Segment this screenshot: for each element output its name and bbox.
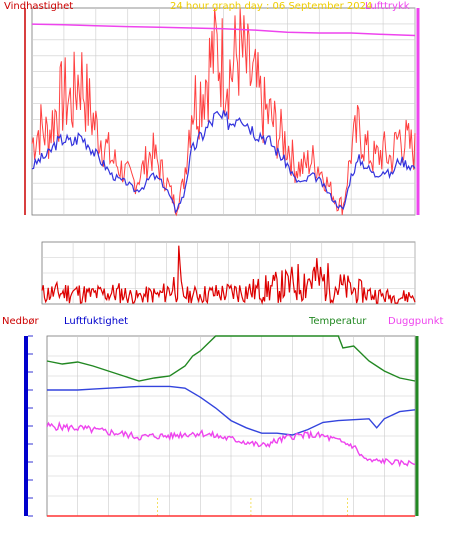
gust-line — [31, 7, 416, 217]
pressure-axis-label: Lufttrykk — [365, 1, 410, 12]
pressure-line — [31, 23, 416, 37]
wind-pressure-panel: Vindhastighet 24 hour graph day : 06 Sep… — [4, 1, 420, 217]
temperature-humidity-panel: Nedbør Luftfuktighet Temperatur Duggpunk… — [2, 316, 444, 517]
wind-axis-label: Vindhastighet — [4, 1, 73, 12]
rain-axis-bar — [24, 336, 28, 516]
wind-direction-panel — [41, 241, 416, 306]
average-wind-line — [31, 110, 416, 214]
rain-axis-label: Nedbør — [2, 316, 39, 327]
dewpoint-line — [46, 420, 416, 468]
temperature-axis-label: Temperatur — [308, 316, 367, 327]
wind-direction-line — [41, 245, 416, 306]
dewpoint-axis-label: Duggpunkt — [388, 316, 444, 327]
humidity-line — [47, 385, 416, 436]
humidity-axis-label: Luftfuktighet — [64, 316, 128, 327]
temperature-line — [46, 335, 416, 382]
chart-title: 24 hour graph day : 06 September 2024 — [170, 1, 372, 12]
